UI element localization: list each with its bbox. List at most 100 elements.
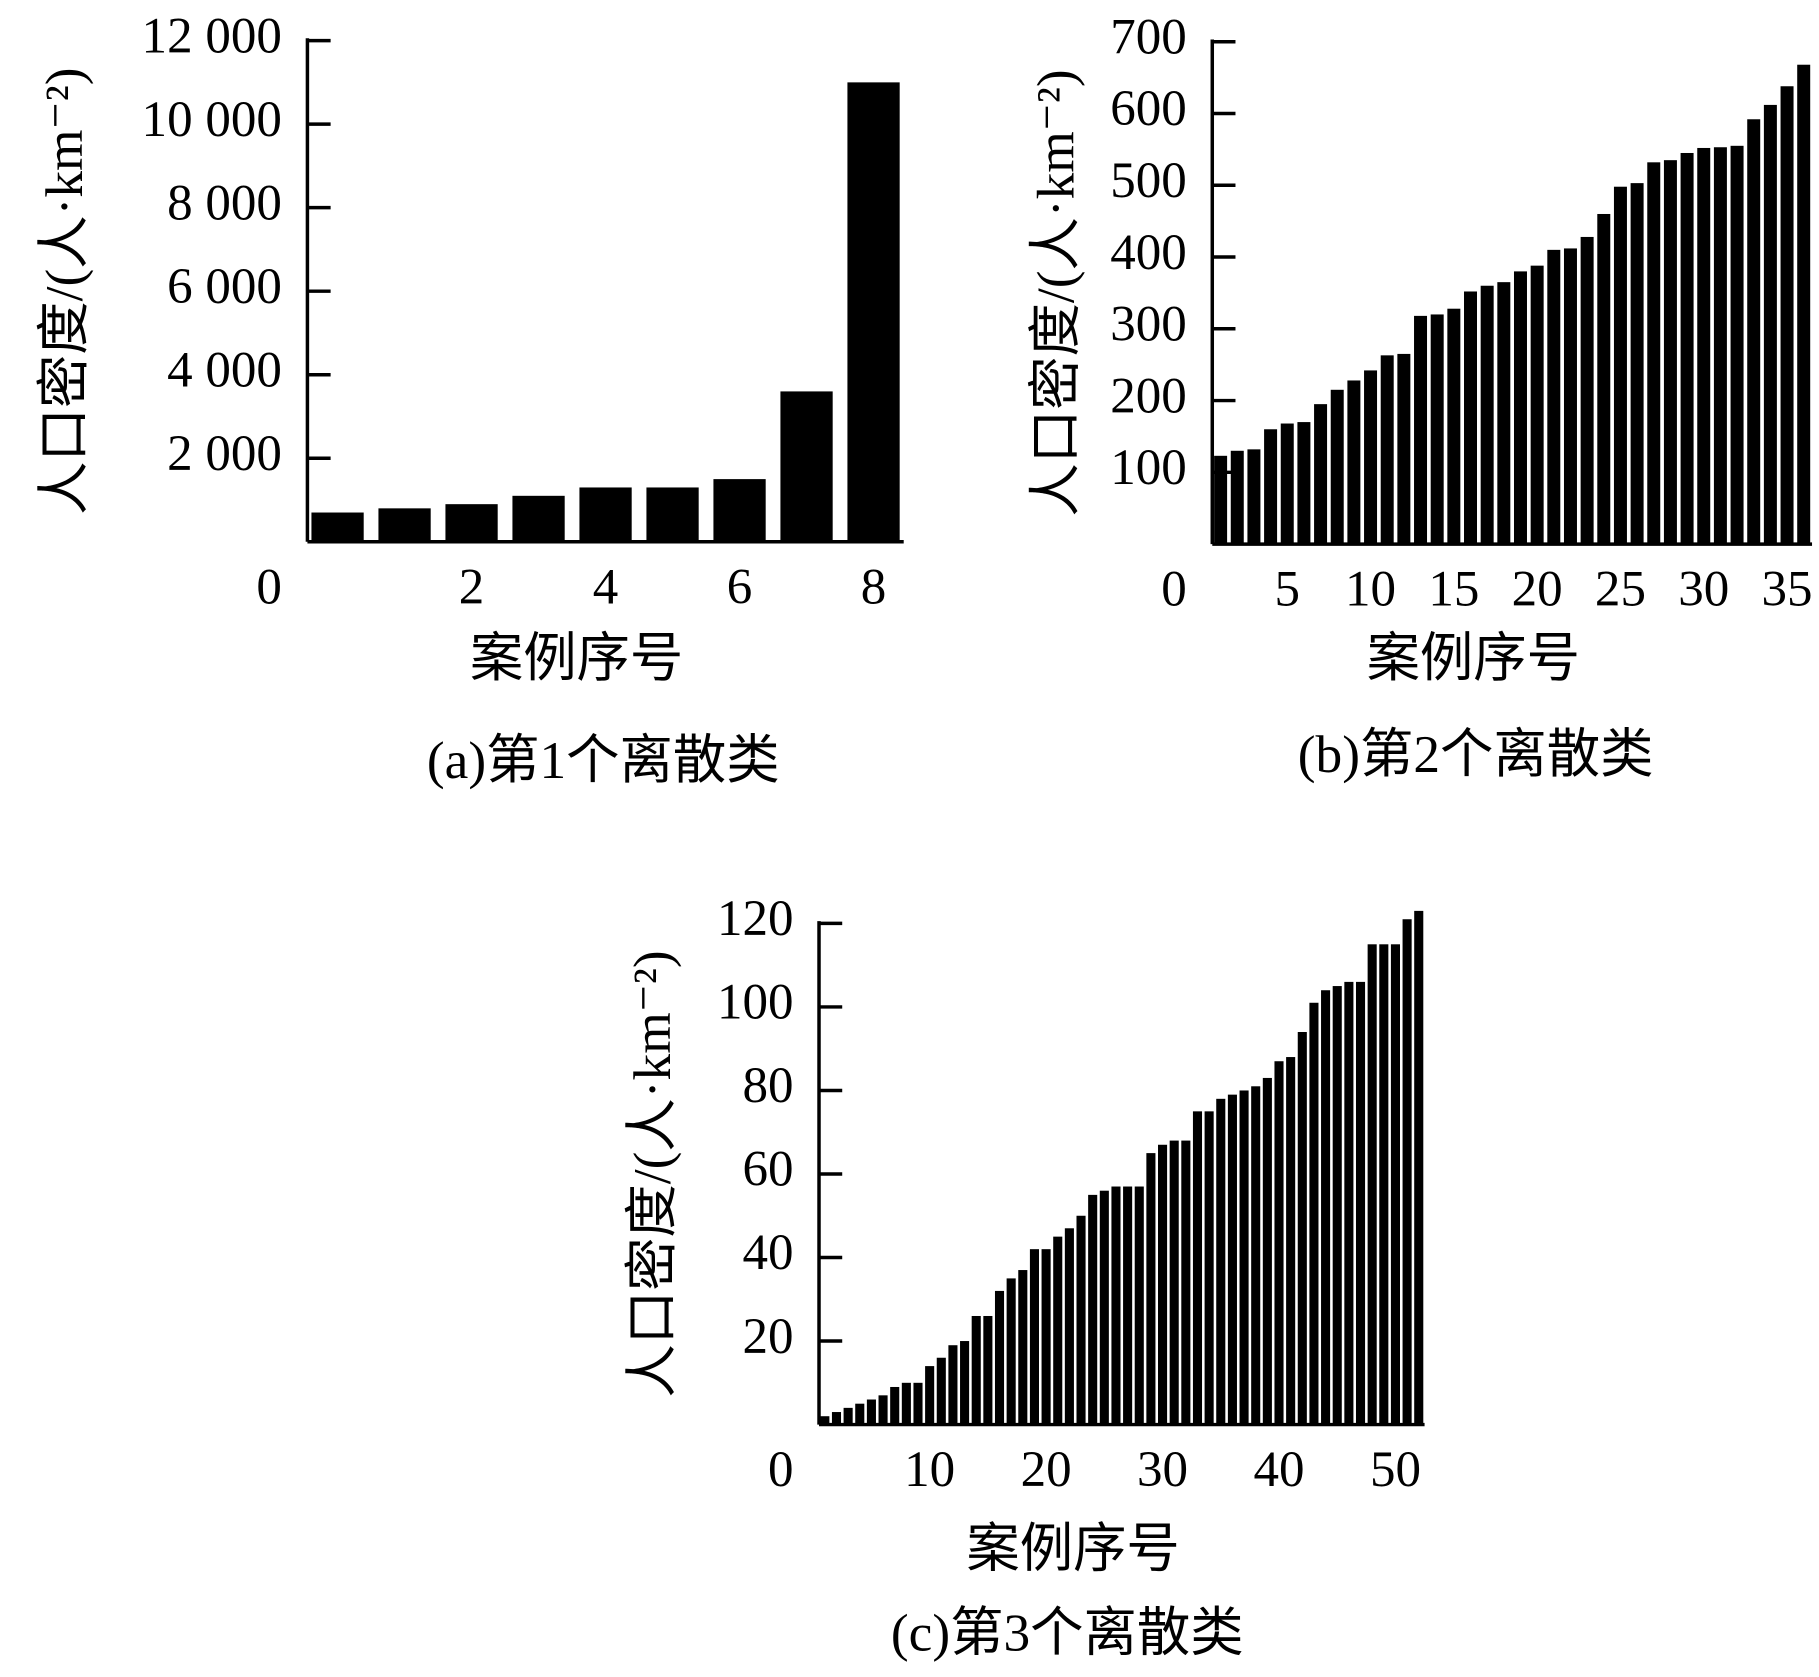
bar [1730,145,1744,545]
y-tick-label: 300 [1110,297,1187,353]
x-tick-label: 30 [1137,1442,1188,1498]
bar [843,1407,853,1425]
bar [1597,213,1611,545]
y-tick-label: 60 [742,1142,793,1198]
bar [1547,249,1561,545]
bar [1076,1215,1086,1425]
bar [1227,1094,1237,1425]
bar [1414,315,1428,545]
x-tick-label: 35 [1762,562,1813,618]
bar [311,512,364,542]
bar [1367,944,1377,1425]
bar [1029,1249,1039,1425]
bar [1111,1186,1121,1425]
bar [1169,1140,1179,1425]
y-tick-label: 20 [742,1309,793,1365]
bar [1214,455,1228,545]
bar [1797,64,1811,545]
x-tick-label: 30 [1678,562,1729,618]
bar [1158,1144,1168,1425]
y-tick-label: 120 [717,891,794,947]
x-axis-label: 案例序号 [1367,628,1580,688]
bar [1262,1077,1272,1425]
bar [913,1382,923,1425]
bar [1204,1111,1214,1425]
bar [1134,1186,1144,1425]
bar [1280,423,1294,545]
bar [1297,422,1311,545]
bar [1630,183,1644,545]
bar [820,1416,830,1425]
y-tick-label: 400 [1110,225,1187,281]
bar [1146,1153,1156,1425]
x-tick-label: 0 [1161,562,1187,618]
bar [831,1412,842,1425]
bar [1364,370,1378,545]
bar [1580,236,1594,545]
bar [890,1386,900,1425]
bar [1274,1061,1284,1425]
x-tick-label: 8 [861,559,887,615]
y-tick-label: 200 [1110,368,1187,424]
bar [1216,1098,1226,1425]
subplot-caption: (c)第3个离散类 [891,1602,1244,1662]
x-tick-label: 10 [1345,562,1396,618]
x-tick-label: 4 [593,559,619,615]
bar [1780,86,1794,545]
subplot-caption: (a)第1个离散类 [427,730,780,790]
bar [1018,1270,1028,1425]
x-tick-label: 2 [459,559,485,615]
x-axis-label: 案例序号 [966,1519,1179,1579]
y-tick-label: 100 [717,975,794,1031]
y-axis-label: 人口密度/(人·km⁻²) [34,68,94,515]
y-tick-label: 600 [1110,81,1187,137]
y-tick-label: 10 000 [142,92,282,148]
bar [1123,1186,1133,1425]
bar [1464,291,1478,545]
y-tick-label: 8 000 [167,175,282,231]
bar [1563,248,1577,545]
y-tick-label: 700 [1110,9,1187,65]
bar [878,1395,888,1425]
y-tick-label: 80 [742,1058,793,1114]
x-tick-label: 6 [727,559,753,615]
bar [971,1315,981,1425]
bar [1430,314,1444,545]
bar [713,479,766,542]
bar [1297,1032,1307,1425]
bar [1347,380,1361,545]
x-tick-label: 0 [256,559,282,615]
x-axis-label: 案例序号 [470,628,683,688]
bar [1247,449,1261,545]
bar [1239,1090,1249,1425]
y-tick-label: 2 000 [167,426,282,482]
bar [646,487,699,542]
bar [948,1345,958,1425]
bar [1747,119,1761,545]
bar [855,1403,865,1425]
bar [1613,186,1627,545]
bar [1447,308,1461,545]
bar [579,487,632,542]
bar [1314,404,1328,545]
bar [925,1366,935,1425]
bar [1286,1057,1296,1425]
bar [1192,1111,1203,1425]
y-tick-label: 4 000 [167,342,282,398]
bar [1380,355,1394,545]
y-axis-label: 人口密度/(人·km⁻²) [1026,69,1086,516]
bar [994,1290,1005,1425]
x-tick-label: 25 [1595,562,1646,618]
bar [1402,919,1412,1425]
bar [1397,353,1411,545]
bar [1309,1002,1319,1425]
bar [1321,990,1331,1425]
bar [1006,1278,1016,1425]
bar [1181,1140,1191,1425]
y-tick-label: 500 [1110,153,1187,209]
bar [983,1315,993,1425]
bar [445,504,498,542]
bar [866,1399,876,1425]
bar [901,1382,911,1425]
bar [1414,910,1424,1425]
